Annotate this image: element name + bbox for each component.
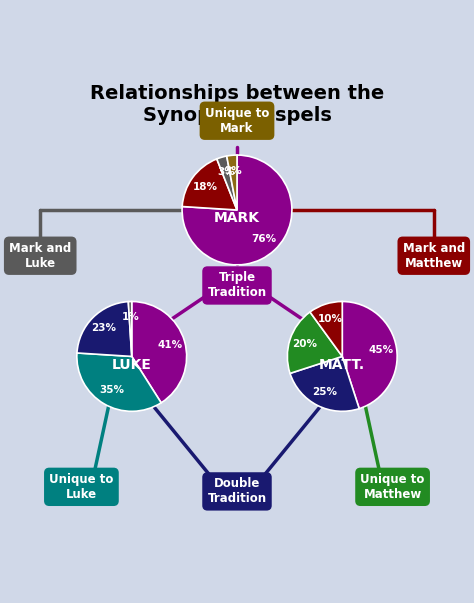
Text: Mark and
Luke: Mark and Luke bbox=[9, 242, 72, 270]
Text: Triple
Tradition: Triple Tradition bbox=[208, 271, 266, 300]
Wedge shape bbox=[182, 159, 237, 210]
Text: Relationships between the
Synoptic Gospels: Relationships between the Synoptic Gospe… bbox=[90, 84, 384, 125]
Text: Double
Tradition: Double Tradition bbox=[208, 478, 266, 505]
Text: 20%: 20% bbox=[292, 339, 317, 349]
Wedge shape bbox=[217, 156, 237, 210]
Text: 41%: 41% bbox=[157, 340, 182, 350]
Text: Mark and
Matthew: Mark and Matthew bbox=[402, 242, 465, 270]
Text: 23%: 23% bbox=[91, 323, 116, 333]
Wedge shape bbox=[132, 302, 187, 403]
Wedge shape bbox=[227, 155, 237, 210]
Wedge shape bbox=[342, 302, 397, 409]
Text: 45%: 45% bbox=[369, 346, 394, 355]
Text: 35%: 35% bbox=[99, 385, 124, 396]
Text: 1%: 1% bbox=[122, 312, 139, 322]
Text: LUKE: LUKE bbox=[112, 358, 152, 371]
Text: Unique to
Luke: Unique to Luke bbox=[49, 473, 114, 501]
Text: Unique to
Matthew: Unique to Matthew bbox=[360, 473, 425, 501]
Text: 76%: 76% bbox=[252, 234, 277, 244]
Text: MARK: MARK bbox=[214, 211, 260, 225]
Text: MATT.: MATT. bbox=[319, 358, 365, 371]
Wedge shape bbox=[287, 312, 342, 373]
Wedge shape bbox=[182, 155, 292, 265]
Wedge shape bbox=[77, 353, 161, 411]
Text: 18%: 18% bbox=[192, 182, 218, 192]
Text: 3%: 3% bbox=[224, 166, 242, 175]
Text: Unique to
Mark: Unique to Mark bbox=[205, 107, 269, 134]
Text: 3%: 3% bbox=[217, 167, 235, 177]
Wedge shape bbox=[310, 302, 342, 356]
Wedge shape bbox=[77, 302, 132, 356]
Text: 25%: 25% bbox=[312, 387, 337, 397]
Wedge shape bbox=[290, 356, 359, 411]
Wedge shape bbox=[128, 302, 132, 356]
Text: 10%: 10% bbox=[318, 314, 343, 324]
